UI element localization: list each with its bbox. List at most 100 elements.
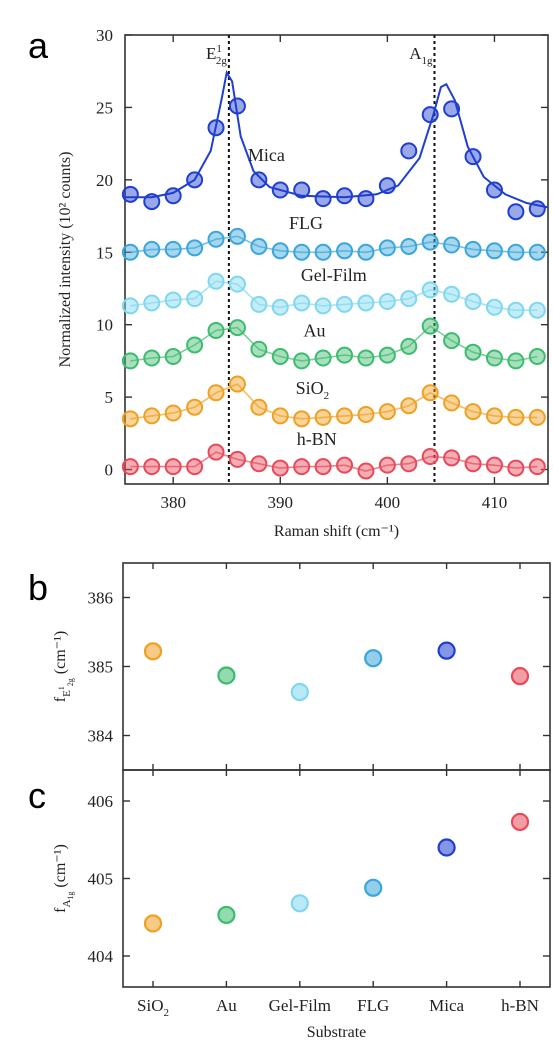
plot-frame-b: [122, 562, 551, 771]
data-point-sio2: [400, 397, 418, 415]
x-tick-label-c: Mica: [429, 996, 464, 1015]
data-point-flg: [186, 239, 204, 257]
data-point-gel-film: [528, 301, 546, 319]
x-tick-label-a: 400: [375, 493, 401, 512]
data-point-au: [164, 348, 182, 366]
data-point-au: [121, 352, 139, 370]
y-tick-label-b: 386: [88, 589, 114, 608]
data-point-flg: [271, 242, 289, 260]
trace-line-sio2: [130, 383, 538, 420]
data-point-sio2: [421, 384, 439, 402]
data-point-flg: [293, 243, 311, 261]
data-point-h-bn: [143, 458, 161, 476]
y-axis-title-a: Normalized intensity (10² counts): [57, 152, 74, 368]
y-tick-label-a: 25: [96, 98, 113, 117]
data-point-flg: [421, 233, 439, 251]
data-point-mica: [357, 190, 375, 208]
data-point-au: [421, 317, 439, 335]
data-point-flg: [443, 236, 461, 254]
data-point-h-bn: [228, 450, 246, 468]
trace-line-h-bn: [130, 451, 538, 472]
x-tick-label-c: FLG: [357, 996, 389, 1015]
data-point-gel-film: [290, 894, 309, 913]
series-label-h-bn: h-BN: [297, 429, 337, 449]
data-point-gel-film: [400, 290, 418, 308]
data-point-au: [464, 343, 482, 361]
data-point-au: [507, 352, 525, 370]
data-point-flg: [164, 240, 182, 258]
data-point-h-bn: [510, 667, 530, 686]
data-point-flg: [228, 227, 246, 245]
data-point-gel-film: [314, 297, 332, 315]
y-tick-label-c: 404: [88, 947, 114, 966]
trace-line-au: [130, 325, 538, 362]
x-tick-label-a: 390: [268, 493, 294, 512]
data-point-mica: [437, 641, 456, 660]
data-point-h-bn: [507, 459, 525, 477]
data-point-mica: [271, 181, 289, 199]
data-point-gel-film: [121, 297, 139, 315]
data-point-mica: [314, 190, 332, 208]
data-point-h-bn: [186, 458, 204, 476]
data-point-sio2: [271, 407, 289, 425]
data-point-gel-film: [290, 682, 309, 702]
data-point-au: [228, 319, 246, 337]
data-point-sio2: [186, 398, 204, 416]
data-point-sio2: [228, 375, 246, 393]
data-point-h-bn: [271, 459, 289, 477]
data-point-au: [217, 905, 236, 925]
data-point-flg: [464, 240, 482, 258]
data-point-gel-film: [164, 291, 182, 309]
y-tick-label-a: 30: [96, 26, 113, 45]
data-point-h-bn: [207, 443, 225, 461]
data-point-mica: [336, 187, 354, 205]
data-point-au: [314, 349, 332, 367]
data-point-sio2: [443, 394, 461, 412]
x-tick-label-a: 410: [482, 493, 508, 512]
data-point-au: [207, 321, 225, 339]
panel-c-a1g-frequency: 404 405 406 SiO2 Au Gel-Film FLG Mica h-BN fA1g (…: [52, 769, 551, 1041]
data-point-gel-film: [485, 298, 503, 316]
y-tick-label-b: 384: [88, 727, 114, 746]
data-point-au: [217, 666, 236, 685]
data-point-gel-film: [271, 298, 289, 316]
data-point-flg: [507, 243, 525, 261]
data-point-gel-film: [421, 281, 439, 299]
x-tick-label-c: SiO2: [137, 996, 169, 1019]
data-point-au: [186, 336, 204, 354]
data-point-flg: [364, 878, 383, 897]
data-point-flg: [121, 243, 139, 261]
data-point-sio2: [485, 407, 503, 425]
data-point-h-bn: [293, 458, 311, 476]
data-point-gel-film: [228, 275, 246, 293]
data-point-flg: [143, 240, 161, 258]
data-point-mica: [250, 171, 268, 189]
y-tick-label-c: 406: [88, 792, 114, 811]
data-point-mica: [464, 148, 482, 166]
data-point-au: [443, 332, 461, 350]
data-point-h-bn: [400, 455, 418, 473]
data-point-mica: [400, 142, 418, 160]
data-point-sio2: [378, 403, 396, 421]
data-point-sio2: [314, 408, 332, 426]
data-point-h-bn: [250, 455, 268, 473]
data-point-gel-film: [207, 272, 225, 290]
data-point-au: [357, 349, 375, 367]
data-point-sio2: [250, 398, 268, 416]
data-point-sio2: [143, 407, 161, 425]
data-point-mica: [485, 181, 503, 199]
y-tick-label-a: 15: [96, 243, 113, 262]
data-point-gel-film: [464, 293, 482, 311]
data-point-mica: [507, 203, 525, 221]
data-point-mica: [121, 185, 139, 203]
data-point-gel-film: [336, 295, 354, 313]
data-point-au: [250, 340, 268, 358]
y-tick-label-c: 405: [88, 870, 114, 889]
data-point-sio2: [336, 407, 354, 425]
data-point-mica: [437, 838, 456, 857]
peak-label: E1 2g: [206, 43, 227, 67]
data-point-sio2: [143, 642, 163, 661]
data-point-flg: [400, 237, 418, 255]
data-point-mica: [443, 100, 461, 118]
